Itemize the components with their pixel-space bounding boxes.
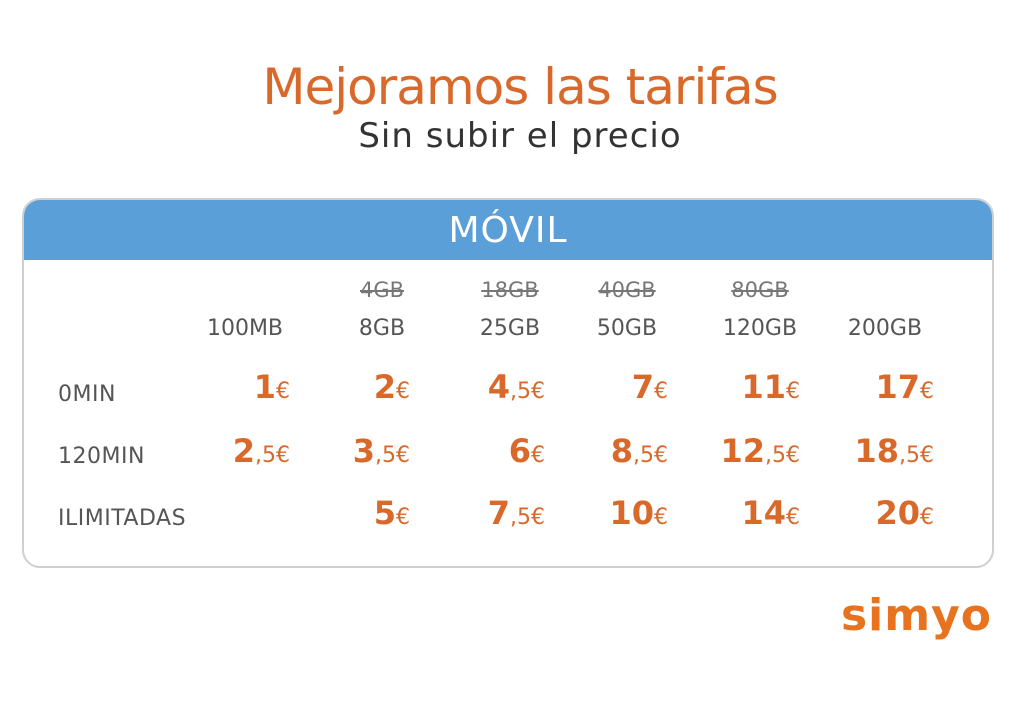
price: 3,5€ [290,432,410,470]
price: 6€ [425,432,545,470]
price-amount: 8 [610,432,633,470]
logo: simyo [840,590,992,641]
price-unit: € [654,505,668,530]
old-data-amount: 80GB [731,278,789,302]
price-amount: 7 [631,368,654,406]
price-amount: 6 [508,432,531,470]
price-decimals: ,5 [633,443,654,468]
old-data-amount: 18GB [481,278,539,302]
price-unit: € [786,379,800,404]
price-unit: € [531,379,545,404]
price: 5€ [290,494,410,532]
price-unit: € [920,443,934,468]
price: 18,5€ [814,432,934,470]
price-amount: 18 [854,432,899,470]
price: 7,5€ [425,494,545,532]
price: 14€ [680,494,800,532]
price-amount: 7 [487,494,510,532]
price: 1€ [170,368,290,406]
price: 7€ [548,368,668,406]
data-amount: 8GB [358,316,406,341]
price: 12,5€ [680,432,800,470]
tariff-card: MÓVIL [22,198,994,568]
price-amount: 3 [352,432,375,470]
price-amount: 2 [232,432,255,470]
price: 11€ [680,368,800,406]
price-unit: € [654,379,668,404]
subtitle: Sin subir el precio [358,116,682,156]
old-data-amount: 4GB [359,278,405,302]
price-unit: € [531,505,545,530]
price-unit: € [276,379,290,404]
price-amount: 11 [741,368,786,406]
row-label: 120MIN [58,444,145,469]
price-unit: € [920,505,934,530]
price-amount: 4 [487,368,510,406]
price-amount: 10 [609,494,654,532]
data-amount: 120GB [722,316,798,341]
price: 4,5€ [425,368,545,406]
price-unit: € [531,443,545,468]
price: 2€ [290,368,410,406]
price-decimals: ,5 [375,443,396,468]
price-amount: 20 [875,494,920,532]
price-unit: € [786,443,800,468]
price-amount: 1 [253,368,276,406]
price-unit: € [396,505,410,530]
price-unit: € [396,443,410,468]
price-decimals: ,5 [255,443,276,468]
card-header: MÓVIL [24,200,992,260]
data-amount: 25GB [479,316,541,341]
price-amount: 5 [373,494,396,532]
data-amount: 50GB [596,316,658,341]
price: 17€ [814,368,934,406]
price-decimals: ,5 [899,443,920,468]
price-amount: 14 [741,494,786,532]
price-unit: € [396,379,410,404]
row-label: 0MIN [58,382,116,407]
price-amount: 2 [373,368,396,406]
price-unit: € [786,505,800,530]
price-decimals: ,5 [510,379,531,404]
price-unit: € [654,443,668,468]
price-unit: € [920,379,934,404]
price-amount: 12 [720,432,765,470]
price: 10€ [548,494,668,532]
price-decimals: ,5 [510,505,531,530]
price: 2,5€ [170,432,290,470]
old-data-amount: 40GB [598,278,656,302]
title: Mejoramos las tarifas [262,58,778,116]
data-amount: 100MB [206,316,284,341]
row-label: ILIMITADAS [58,506,187,531]
price-amount: 17 [875,368,920,406]
price-unit: € [276,443,290,468]
price-decimals: ,5 [765,443,786,468]
price: 8,5€ [548,432,668,470]
price: 20€ [814,494,934,532]
data-amount: 200GB [847,316,923,341]
